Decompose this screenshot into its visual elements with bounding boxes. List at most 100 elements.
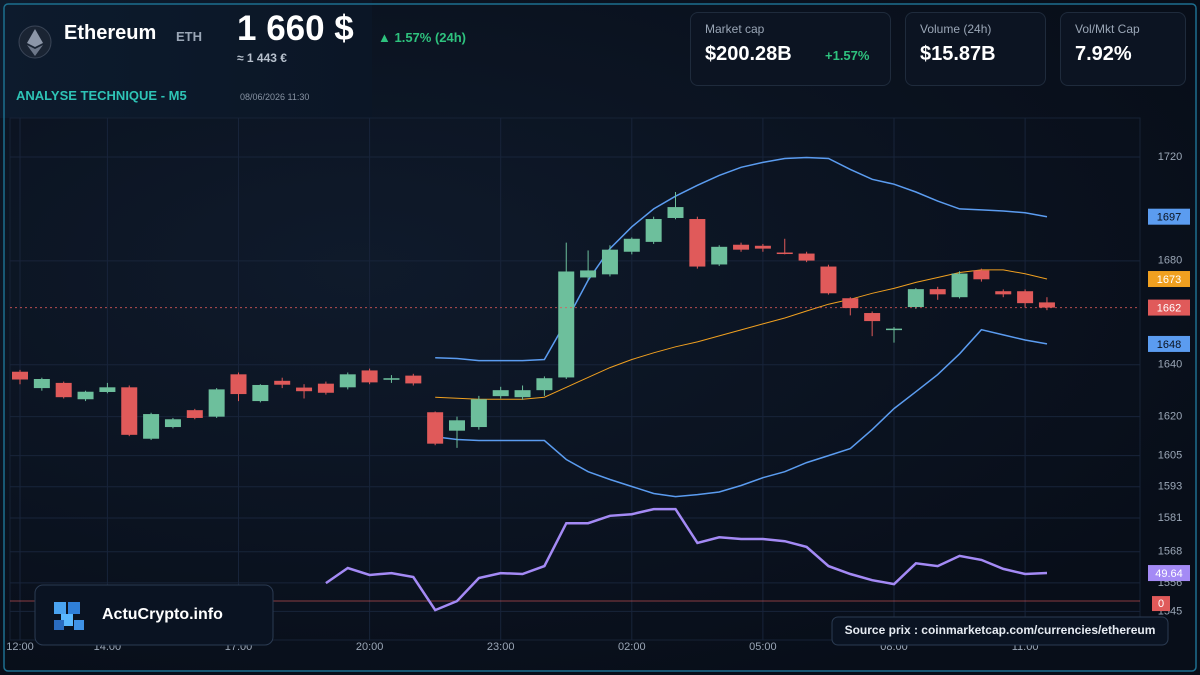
candle-body (864, 313, 881, 322)
candle-body (296, 387, 313, 392)
candle-body (449, 420, 465, 431)
y-tick-label: 1605 (1158, 450, 1182, 462)
candle-body (33, 379, 50, 389)
bollinger-lower (435, 328, 1048, 498)
coin-symbol: ETH (176, 29, 202, 44)
stat-label: Volume (24h) (920, 22, 992, 36)
brand-logo (54, 602, 84, 630)
candle-body (820, 266, 837, 294)
coin-name: Ethereum (64, 22, 157, 44)
candle-body (12, 371, 28, 380)
candle-body (77, 391, 94, 400)
candle-body (558, 271, 575, 378)
candle-body (536, 378, 553, 391)
stat-value: 7.92% (1075, 43, 1132, 65)
candle-body (754, 245, 771, 249)
y-tick-label: 1593 (1158, 481, 1182, 493)
candle-body (951, 273, 968, 298)
candle-body (492, 390, 509, 397)
stat-card: Vol/Mkt Cap 7.92% (1060, 12, 1186, 86)
y-tick-label: 1640 (1158, 359, 1182, 371)
candle-body (1017, 291, 1034, 304)
candle-body (514, 390, 531, 398)
indicator-label-box (1148, 565, 1190, 582)
stat-card: Volume (24h) $15.87B (905, 12, 1046, 86)
candle-body (733, 244, 750, 250)
upper-band-label-box (1148, 208, 1190, 225)
bollinger-upper (435, 156, 1048, 362)
x-tick-label: 23:00 (487, 641, 515, 653)
price-label-box (1148, 299, 1190, 316)
timestamp: 08/06/2026 11:30 (240, 92, 310, 102)
bollinger-middle (435, 269, 1048, 400)
candle-body (470, 399, 487, 428)
middle-band-label-box (1148, 271, 1190, 288)
source: Source prix : coinmarketcap.com/currenci… (845, 623, 1156, 637)
price-eur: ≈ 1 443 € (237, 51, 287, 65)
stat-label: Market cap (705, 22, 765, 36)
candle-body (405, 375, 422, 384)
lower-band-label: 1648 (1157, 339, 1181, 351)
candle-body (580, 270, 597, 278)
candle-body (143, 414, 160, 439)
candle-body (252, 384, 269, 402)
brand-name: ActuCrypto.info (102, 606, 223, 623)
source-box (831, 616, 1169, 646)
x-tick-label: 05:00 (749, 641, 777, 653)
candle-body (230, 374, 247, 395)
y-tick-label: 1720 (1158, 151, 1182, 163)
indicator-label: 49.64 (1155, 568, 1183, 580)
upper-band-label: 1697 (1157, 212, 1181, 224)
lower-band-label-box (1148, 335, 1190, 352)
stat-card: Market cap $200.28B +1.57% (690, 12, 891, 86)
candle-body (383, 378, 400, 380)
header-panel (0, 0, 372, 118)
candle-body (317, 383, 334, 393)
stat-value: $15.87B (920, 43, 996, 65)
price-change: ▲ 1.57% (24h) (378, 30, 467, 45)
candle-body (339, 374, 356, 388)
candle-body (995, 291, 1012, 295)
candle-body (886, 328, 902, 331)
candle-body (164, 419, 181, 428)
price-label: 1662 (1157, 302, 1181, 314)
candle-body (907, 289, 924, 308)
candle-body (121, 387, 138, 435)
candle-body (427, 412, 444, 444)
candle-body (208, 389, 225, 417)
y-tick-label: 1680 (1158, 255, 1182, 267)
candle-body (929, 289, 946, 295)
eth-icon (27, 45, 43, 56)
x-tick-label: 02:00 (618, 641, 646, 653)
candle-body (623, 238, 640, 252)
candle-body (645, 219, 662, 242)
x-tick-label: 12:00 (6, 641, 34, 653)
candle-body (798, 253, 815, 261)
y-tick-label: 1620 (1158, 411, 1182, 423)
price: 1 660 $ (237, 9, 354, 48)
y2-tick-label: 0 (1158, 598, 1164, 610)
candle-body (55, 382, 72, 398)
x-tick-label: 20:00 (356, 641, 384, 653)
candle-body (601, 249, 618, 275)
middle-band-label: 1673 (1157, 274, 1181, 286)
stat-label: Vol/Mkt Cap (1075, 22, 1140, 36)
candle-body (973, 270, 990, 280)
candle-body (667, 207, 684, 218)
y-tick-label: 1568 (1158, 546, 1182, 558)
y2-tick-box (1152, 596, 1170, 612)
eth-icon (27, 29, 43, 47)
analysis-label: ANALYSE TECHNIQUE - M5 (16, 88, 187, 103)
plot-frame (9, 117, 1141, 641)
indicator-line (325, 507, 1048, 612)
y-tick-label: 1581 (1158, 512, 1182, 524)
candle-body (99, 387, 116, 392)
candle-body (776, 252, 793, 255)
candle-body (689, 219, 706, 267)
candle-body (186, 410, 203, 418)
candle-body (274, 380, 291, 385)
outer-frame (3, 3, 1197, 672)
candle-body (361, 370, 378, 383)
